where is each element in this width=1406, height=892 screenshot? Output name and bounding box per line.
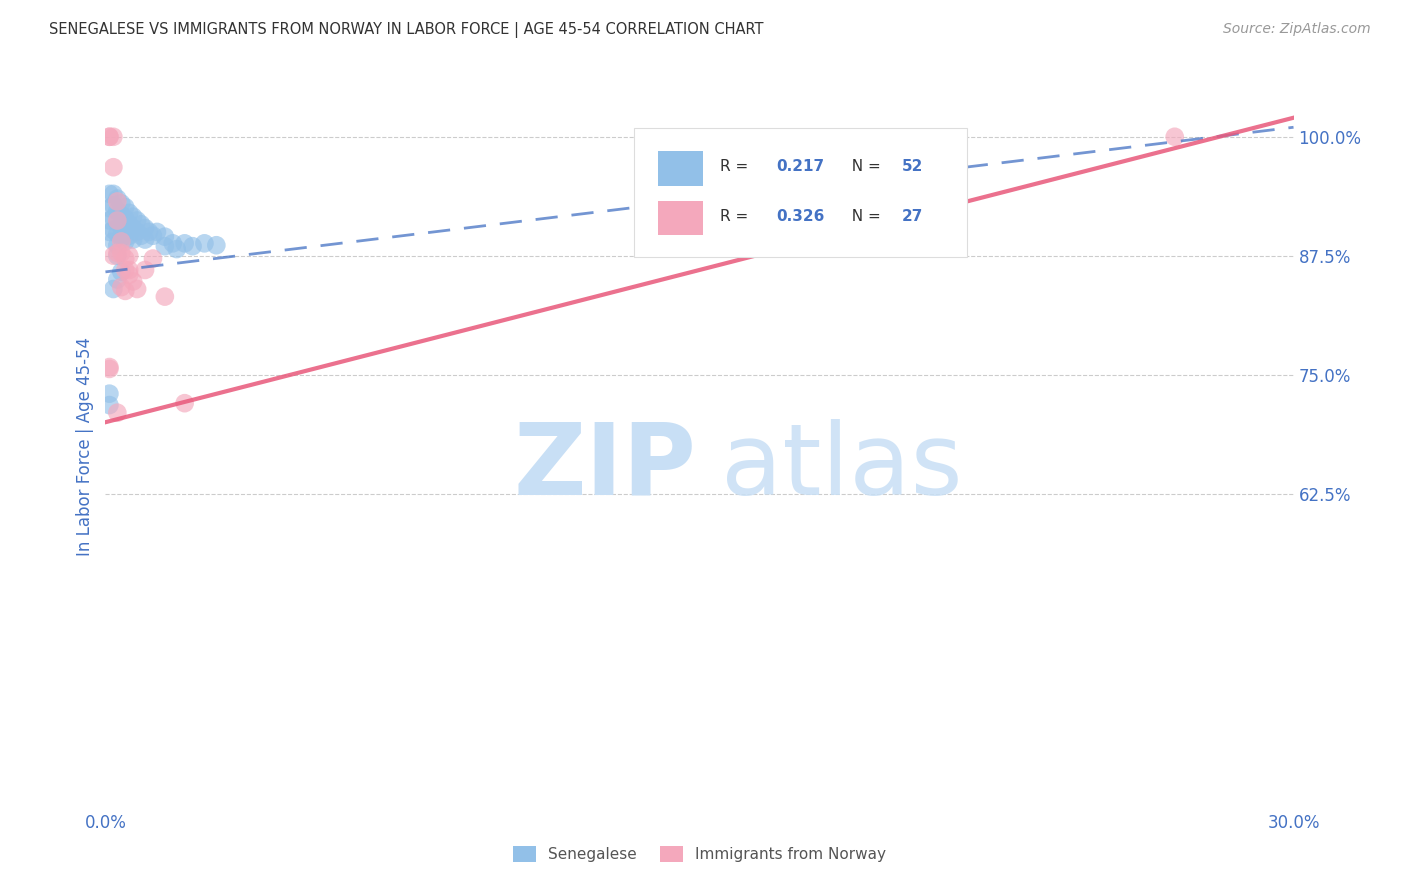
Point <box>1164 129 1187 144</box>
Point <box>118 249 141 263</box>
Point <box>129 217 152 231</box>
Point <box>153 290 176 304</box>
Point <box>105 192 128 206</box>
Point <box>103 129 125 144</box>
Text: 27: 27 <box>901 209 922 224</box>
Point <box>114 200 136 214</box>
Point <box>118 206 141 220</box>
Point <box>103 160 125 174</box>
Point <box>114 211 136 226</box>
Point <box>105 204 128 219</box>
Text: R =: R = <box>720 159 752 174</box>
Point <box>103 235 125 249</box>
Point <box>142 228 165 243</box>
Point <box>142 252 165 266</box>
Point <box>105 406 128 420</box>
Point <box>127 225 149 239</box>
Point <box>166 242 188 256</box>
Point <box>110 219 132 234</box>
Text: Source: ZipAtlas.com: Source: ZipAtlas.com <box>1223 22 1371 37</box>
Point <box>98 213 121 227</box>
Point <box>173 396 195 410</box>
Point <box>118 217 141 231</box>
Point <box>98 362 121 376</box>
Point <box>127 213 149 227</box>
Point <box>103 198 125 212</box>
Text: 0.217: 0.217 <box>776 159 825 174</box>
Point <box>98 386 121 401</box>
Point <box>105 249 128 263</box>
Point <box>122 274 145 288</box>
Point <box>146 225 169 239</box>
Point <box>98 359 121 374</box>
Point <box>110 280 132 294</box>
Point <box>98 129 121 144</box>
Point <box>134 263 156 277</box>
Point <box>98 201 121 215</box>
Point <box>105 227 128 241</box>
Point <box>134 233 156 247</box>
Point <box>122 210 145 224</box>
Point <box>103 223 125 237</box>
Point <box>103 186 125 201</box>
Point <box>127 282 149 296</box>
Point <box>110 208 132 222</box>
Point <box>114 235 136 249</box>
Point <box>98 398 121 412</box>
Point <box>105 272 128 286</box>
Point <box>103 211 125 225</box>
Text: atlas: atlas <box>721 419 963 516</box>
Point <box>105 215 128 229</box>
Point <box>153 229 176 244</box>
Text: N =: N = <box>842 159 886 174</box>
Text: ZIP: ZIP <box>513 419 696 516</box>
Point <box>98 129 121 144</box>
FancyBboxPatch shape <box>658 202 703 235</box>
Point <box>103 249 125 263</box>
Point <box>105 213 128 227</box>
Point <box>110 196 132 211</box>
Point <box>114 223 136 237</box>
Text: SENEGALESE VS IMMIGRANTS FROM NORWAY IN LABOR FORCE | AGE 45-54 CORRELATION CHAR: SENEGALESE VS IMMIGRANTS FROM NORWAY IN … <box>49 22 763 38</box>
Point <box>122 233 145 247</box>
Point <box>98 186 121 201</box>
Point <box>205 238 228 252</box>
Point <box>118 263 141 277</box>
Point <box>114 263 136 277</box>
Point <box>162 236 184 251</box>
Point <box>103 282 125 296</box>
Point <box>98 225 121 239</box>
Legend: Senegalese, Immigrants from Norway: Senegalese, Immigrants from Norway <box>505 838 894 870</box>
Point <box>110 235 132 249</box>
Point <box>153 239 176 253</box>
Point <box>138 225 160 239</box>
Text: 52: 52 <box>901 159 922 174</box>
Point <box>193 236 215 251</box>
Point <box>129 228 152 243</box>
Point <box>110 245 132 260</box>
Point <box>134 221 156 235</box>
Text: 0.326: 0.326 <box>776 209 825 224</box>
Point <box>118 228 141 243</box>
Point <box>110 230 132 244</box>
Point <box>114 284 136 298</box>
Point <box>110 265 132 279</box>
FancyBboxPatch shape <box>634 128 967 257</box>
Point <box>181 239 204 253</box>
Point <box>105 194 128 209</box>
Y-axis label: In Labor Force | Age 45-54: In Labor Force | Age 45-54 <box>76 336 94 556</box>
Point <box>118 268 141 282</box>
Text: R =: R = <box>720 209 752 224</box>
Point <box>173 236 195 251</box>
Text: N =: N = <box>842 209 886 224</box>
Point <box>105 238 128 252</box>
Point <box>105 245 128 260</box>
FancyBboxPatch shape <box>658 152 703 186</box>
Point <box>114 252 136 266</box>
Point <box>122 221 145 235</box>
